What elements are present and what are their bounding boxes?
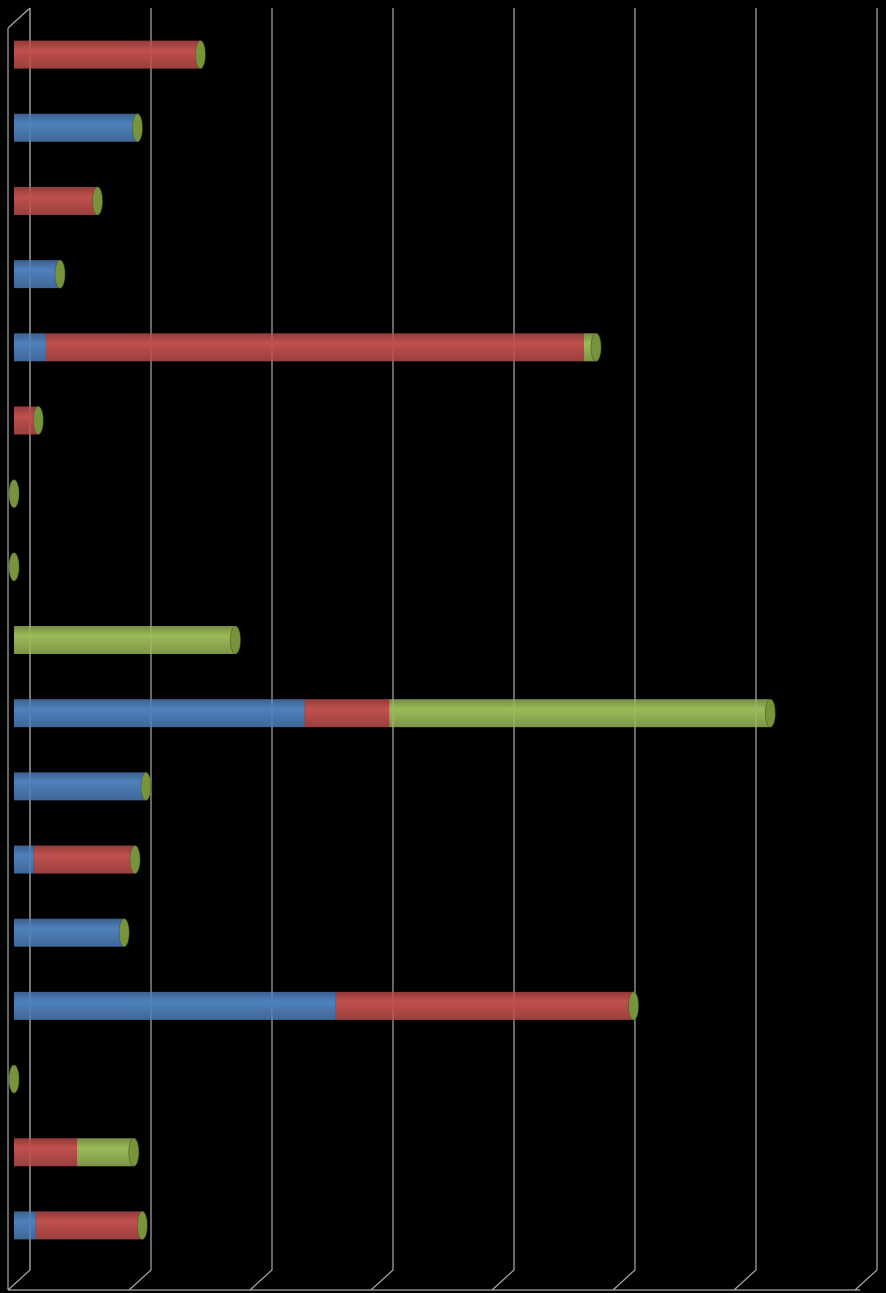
bar-cap bbox=[92, 186, 103, 216]
bar-segment bbox=[14, 1138, 77, 1167]
bar-segment bbox=[76, 1138, 134, 1167]
bar-cap bbox=[136, 1211, 148, 1240]
bar-cap bbox=[195, 40, 206, 69]
bar-cap bbox=[32, 406, 44, 435]
bar-segment bbox=[14, 845, 34, 874]
bar-cap bbox=[764, 698, 776, 728]
bar-cap bbox=[8, 1064, 20, 1094]
bar-segment bbox=[14, 918, 125, 947]
bar-segment bbox=[14, 626, 236, 654]
bar-segment bbox=[304, 699, 390, 728]
bar-cap bbox=[590, 332, 602, 362]
bar-segment bbox=[14, 1211, 36, 1240]
bar-cap bbox=[54, 259, 66, 289]
bar-cap bbox=[128, 1137, 140, 1167]
bar-segment bbox=[14, 333, 46, 362]
left-wall-top bbox=[7, 7, 31, 29]
bar-segment bbox=[33, 845, 135, 874]
bar-cap bbox=[628, 991, 639, 1021]
bar-segment bbox=[14, 186, 98, 215]
bar-segment bbox=[14, 991, 336, 1020]
bar-segment bbox=[14, 113, 138, 142]
bar-segment bbox=[14, 772, 146, 801]
grid-line bbox=[128, 8, 152, 1291]
bar-cap bbox=[129, 845, 141, 874]
grid-line bbox=[854, 8, 878, 1291]
bar-segment bbox=[335, 991, 634, 1020]
bar-cap bbox=[230, 625, 241, 655]
grid-line bbox=[249, 8, 273, 1291]
grid-line bbox=[491, 8, 515, 1291]
bar-cap bbox=[140, 772, 152, 801]
bar-segment bbox=[45, 333, 584, 362]
bar-cap bbox=[8, 479, 20, 508]
grid-line bbox=[612, 8, 636, 1291]
grid-line bbox=[370, 8, 394, 1291]
bar-segment bbox=[35, 1211, 143, 1240]
bar-segment bbox=[14, 40, 201, 69]
bar-segment bbox=[14, 699, 305, 728]
bar-segment bbox=[14, 260, 60, 289]
bar-cap bbox=[132, 113, 143, 143]
bar-cap bbox=[118, 918, 130, 948]
bar-cap bbox=[8, 552, 20, 582]
bar-segment bbox=[389, 699, 771, 728]
grid-line bbox=[733, 8, 757, 1291]
